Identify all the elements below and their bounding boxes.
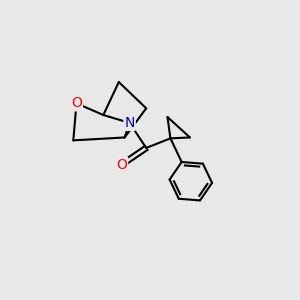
Text: O: O bbox=[116, 158, 127, 172]
Text: O: O bbox=[71, 96, 82, 110]
Text: N: N bbox=[124, 116, 135, 130]
